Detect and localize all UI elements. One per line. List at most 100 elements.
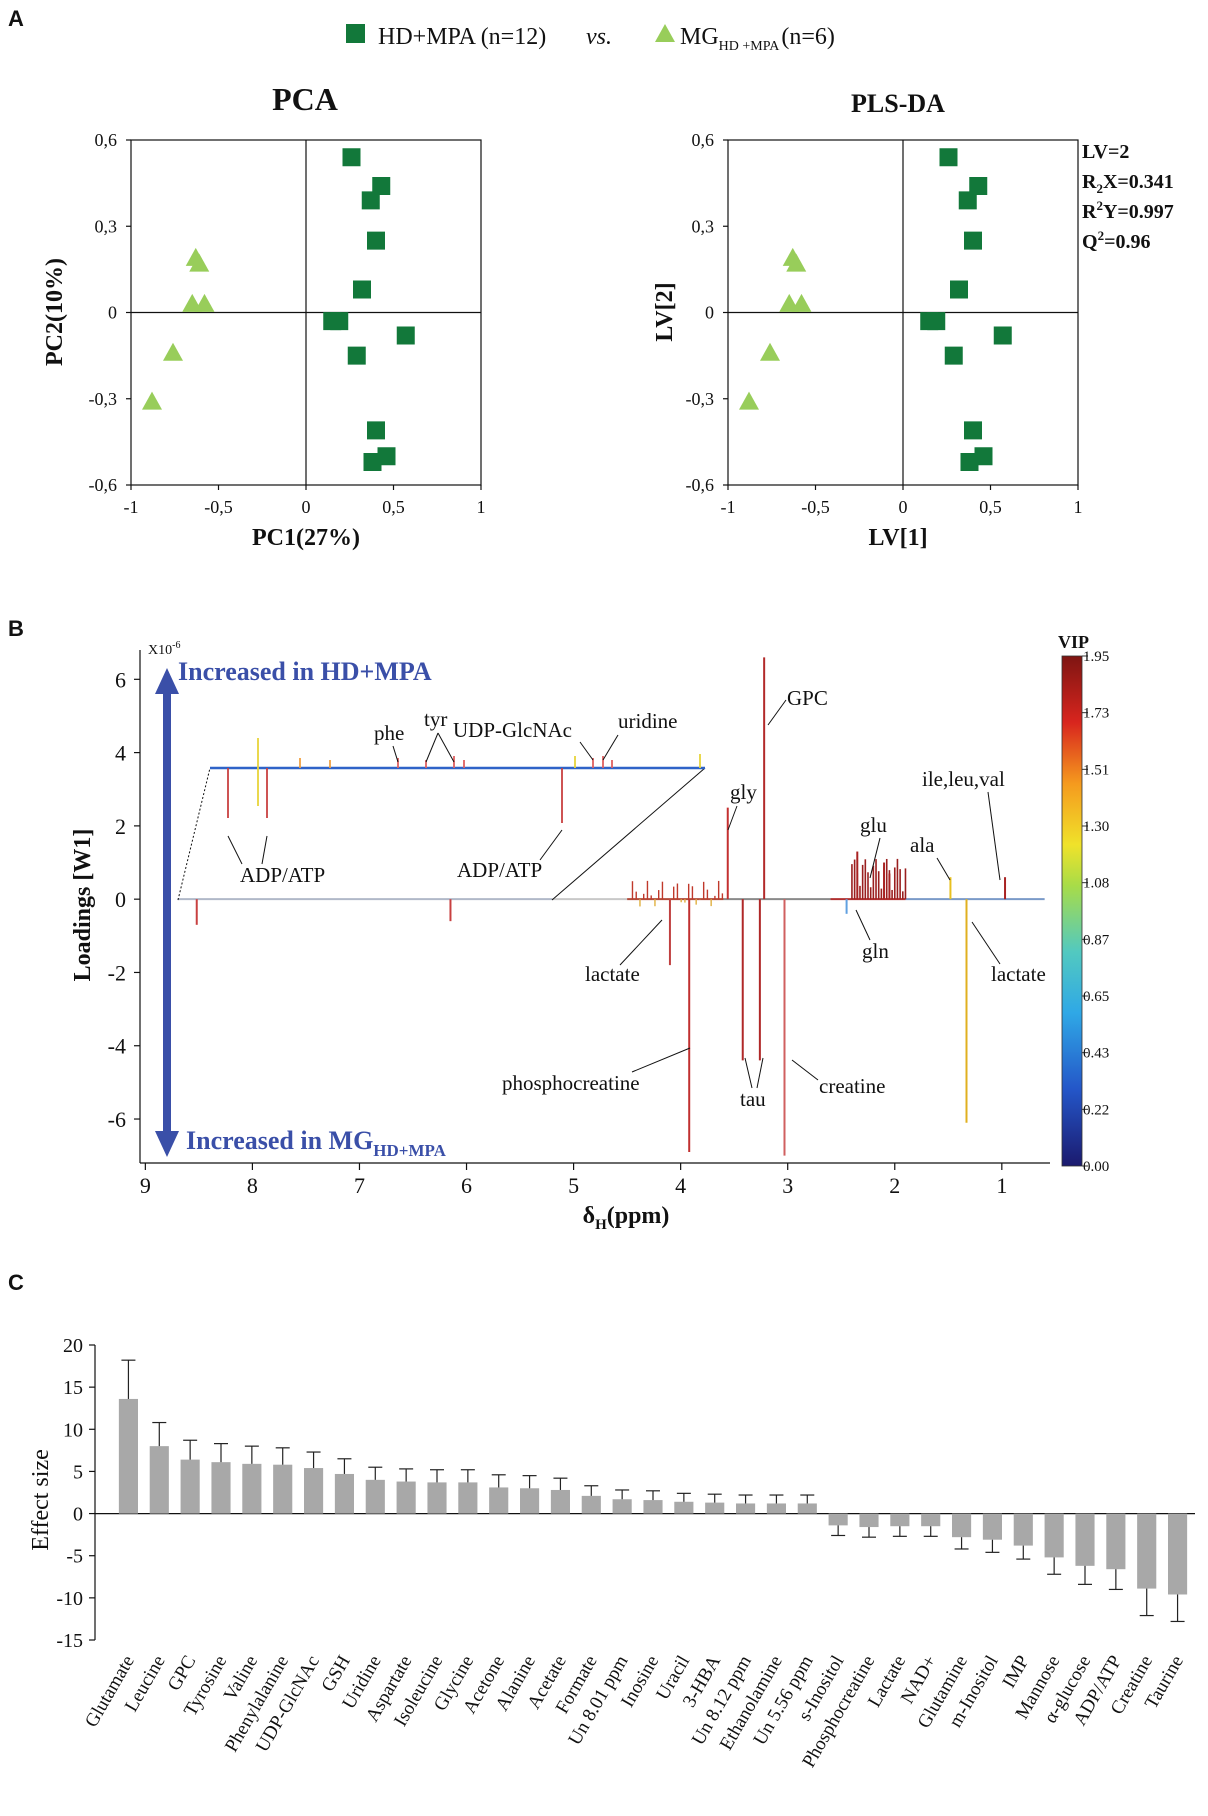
annot-glu: glu [860, 813, 887, 837]
effect-bar [242, 1463, 262, 1514]
loadings-y-tick-label: -4 [108, 1034, 126, 1059]
plsda-point-mg [791, 293, 812, 312]
pca-y-tick-label: 0,6 [95, 130, 118, 150]
effect-bar [365, 1479, 385, 1514]
loadings-y-tick-label: 4 [115, 741, 126, 766]
loadings-multiplier: X10-6 [148, 640, 180, 658]
effect-bar [982, 1513, 1002, 1540]
vip-colorbar-tick-label: 0.43 [1083, 1046, 1109, 1062]
plsda-plot: PLS-DA 0,6 0,3 0 -0,3 -0,6 -1 -0,5 0 0,5 1 LV[1]… [652, 89, 1174, 551]
vip-colorbar-tick-label: 1.95 [1083, 649, 1109, 665]
annot-phe: phe [374, 721, 404, 745]
pca-point-mg [189, 253, 210, 272]
plsda-point-mg [760, 342, 780, 361]
loadings-x-tick-label: 3 [782, 1173, 793, 1198]
legend-triangle-marker [655, 24, 675, 42]
plsda-point-mg [786, 253, 807, 272]
effect-bar [149, 1446, 169, 1514]
effect-y-axis-label: Effect size [28, 1449, 54, 1551]
pca-point-hd [377, 447, 396, 466]
pca-x-tick-label: -1 [124, 497, 139, 517]
pca-point-mg [163, 342, 183, 361]
loadings-x-tick-label: 6 [461, 1173, 472, 1198]
annot-adp-atp-right-leader [539, 829, 563, 861]
vip-colorbar-title: VIP [1058, 632, 1089, 652]
pca-point-mg [194, 293, 215, 312]
plsda-y-tick-label: -0,3 [686, 389, 715, 409]
legend-square-marker [346, 24, 365, 43]
panel-a-label: A [8, 6, 24, 31]
pca-point-hd [396, 326, 415, 345]
pca-y-axis-label: PC2(10%) [42, 258, 68, 366]
effect-bar [612, 1499, 632, 1514]
pca-point-hd [367, 231, 385, 250]
annot-gly-leader [727, 805, 738, 831]
loadings-y-tick-label: -6 [108, 1107, 126, 1132]
plsda-y-tick-label: 0,3 [692, 216, 715, 236]
pca-point-hd [367, 421, 385, 440]
effect-y-tick-label: -5 [66, 1546, 83, 1568]
plsda-point-hd [964, 421, 982, 440]
annot-creatine-leader [791, 1059, 819, 1081]
plsda-y-axis-label: LV[2] [652, 282, 678, 341]
effect-bar [427, 1482, 447, 1514]
arrow-up-head [155, 668, 179, 694]
plsda-stat-q2: Q2=0.96 [1082, 228, 1150, 253]
vip-colorbar-tick-label: 1.30 [1083, 819, 1109, 835]
effect-bar [396, 1481, 416, 1514]
plsda-y-tick-label: 0,6 [692, 130, 715, 150]
legend-group1-label: HD+MPA (n=12) [378, 24, 546, 50]
inset-connector-right [551, 767, 706, 901]
effect-y-tick-label: 5 [73, 1461, 83, 1483]
pca-x-tick-label: 1 [477, 497, 486, 517]
annot-adp-atp-right: ADP/ATP [457, 858, 542, 882]
annot-gln-leader [855, 909, 871, 941]
pca-x-axis-label: PC1(27%) [252, 525, 360, 551]
annot-tyr-leader-1 [425, 732, 439, 763]
effect-bar [489, 1487, 509, 1514]
arrow-down-head [155, 1131, 179, 1157]
pca-point-hd [361, 191, 380, 210]
annot-phosphocreatine: phosphocreatine [502, 1071, 640, 1095]
annot-lactate-right: lactate [991, 962, 1046, 986]
pca-title: PCA [272, 81, 338, 117]
increased-hd-label: Increased in HD+MPA [178, 657, 432, 686]
effect-bar [828, 1513, 848, 1526]
loadings-plot: 6 4 2 0 -2 -4 -6 9 8 7 6 5 4 3 2 1 X10-6 Loadings [W1]… [70, 632, 1110, 1233]
plsda-x-tick-label: -1 [721, 497, 736, 517]
annot-gly: gly [730, 780, 757, 804]
loadings-y-tick-label: 0 [115, 887, 126, 912]
annot-tyr-leader-2 [437, 732, 455, 763]
annot-udp-glcnac-leader [579, 741, 594, 761]
effect-bar [550, 1489, 570, 1514]
pca-y-tick-label: 0 [108, 303, 117, 323]
inset-connector-left [177, 767, 211, 901]
pca-point-hd [330, 312, 349, 331]
effect-bar [952, 1513, 972, 1538]
zoom-inset [177, 738, 706, 901]
pca-plot: PCA 0,6 0,3 0 -0,3 -0,6 -1 -0,5 0 0,5 1 PC1(27%)… [42, 81, 486, 551]
vip-colorbar-tick-label: 0.00 [1083, 1159, 1109, 1175]
effect-bar [458, 1482, 478, 1514]
plsda-y-tick-label: -0,6 [686, 475, 715, 495]
annot-ala: ala [910, 833, 935, 857]
effect-bar [180, 1459, 200, 1514]
plsda-point-hd [944, 346, 963, 365]
annot-tau: tau [740, 1087, 766, 1111]
effect-bar [736, 1503, 756, 1514]
effect-bar [674, 1501, 694, 1514]
loadings-x-tick-label: 9 [140, 1173, 151, 1198]
effect-bar [520, 1488, 540, 1514]
plsda-point-hd [960, 453, 979, 471]
panel-c-label: C [8, 1270, 24, 1295]
pca-point-hd [353, 280, 371, 299]
plsda-point-mg [739, 391, 759, 410]
effect-bar [211, 1462, 231, 1514]
effect-bar [581, 1495, 601, 1514]
annot-lactate-left-leader [619, 919, 663, 966]
annot-ala-leader [936, 857, 951, 881]
annot-gpc-leader [767, 699, 787, 726]
effect-bar [1137, 1513, 1157, 1589]
vip-colorbar-tick-label: 1.73 [1083, 706, 1109, 722]
